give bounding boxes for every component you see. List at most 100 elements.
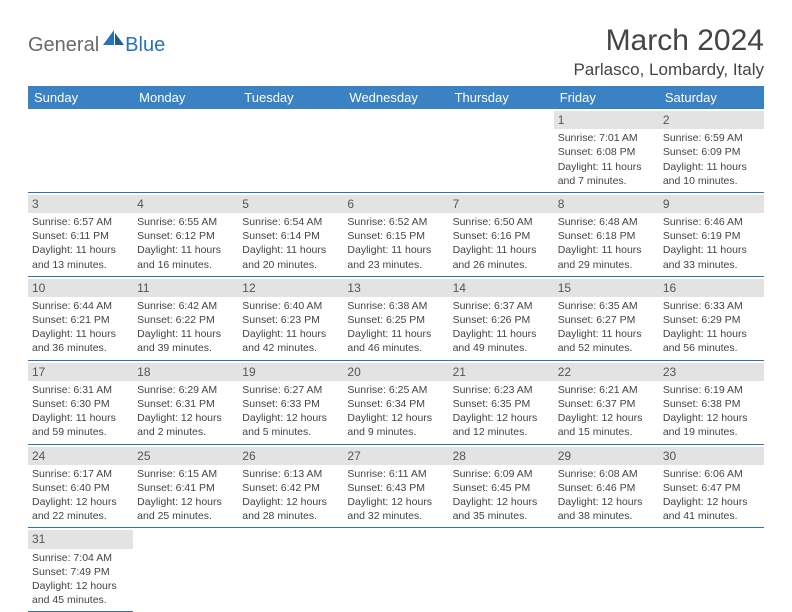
sunset-text: Sunset: 6:43 PM <box>347 481 444 495</box>
daylight-text: Daylight: 12 hours and 41 minutes. <box>663 495 760 523</box>
calendar-cell: 2Sunrise: 6:59 AMSunset: 6:09 PMDaylight… <box>659 109 764 192</box>
calendar-cell <box>554 528 659 612</box>
daylight-text: Daylight: 11 hours and 10 minutes. <box>663 160 760 188</box>
sunrise-text: Sunrise: 6:25 AM <box>347 383 444 397</box>
weekday-header: Friday <box>554 86 659 109</box>
calendar-cell: 15Sunrise: 6:35 AMSunset: 6:27 PMDayligh… <box>554 276 659 360</box>
sunrise-text: Sunrise: 6:42 AM <box>137 299 234 313</box>
sunrise-text: Sunrise: 6:23 AM <box>453 383 550 397</box>
day-number: 10 <box>28 279 133 297</box>
calendar-cell: 23Sunrise: 6:19 AMSunset: 6:38 PMDayligh… <box>659 360 764 444</box>
sunrise-text: Sunrise: 6:52 AM <box>347 215 444 229</box>
daylight-text: Daylight: 12 hours and 28 minutes. <box>242 495 339 523</box>
calendar-cell: 4Sunrise: 6:55 AMSunset: 6:12 PMDaylight… <box>133 192 238 276</box>
calendar-cell: 21Sunrise: 6:23 AMSunset: 6:35 PMDayligh… <box>449 360 554 444</box>
sunrise-text: Sunrise: 6:55 AM <box>137 215 234 229</box>
sunrise-text: Sunrise: 6:46 AM <box>663 215 760 229</box>
sunset-text: Sunset: 6:27 PM <box>558 313 655 327</box>
calendar-cell: 30Sunrise: 6:06 AMSunset: 6:47 PMDayligh… <box>659 444 764 528</box>
daylight-text: Daylight: 11 hours and 16 minutes. <box>137 243 234 271</box>
sunrise-text: Sunrise: 6:19 AM <box>663 383 760 397</box>
daylight-text: Daylight: 12 hours and 25 minutes. <box>137 495 234 523</box>
day-number: 9 <box>659 195 764 213</box>
calendar-cell: 24Sunrise: 6:17 AMSunset: 6:40 PMDayligh… <box>28 444 133 528</box>
day-number: 14 <box>449 279 554 297</box>
calendar-cell: 29Sunrise: 6:08 AMSunset: 6:46 PMDayligh… <box>554 444 659 528</box>
day-number: 7 <box>449 195 554 213</box>
sunrise-text: Sunrise: 6:37 AM <box>453 299 550 313</box>
sunset-text: Sunset: 6:29 PM <box>663 313 760 327</box>
header: General Blue March 2024 Parlasco, Lombar… <box>28 24 764 80</box>
calendar-cell: 22Sunrise: 6:21 AMSunset: 6:37 PMDayligh… <box>554 360 659 444</box>
sunrise-text: Sunrise: 6:13 AM <box>242 467 339 481</box>
calendar-cell: 12Sunrise: 6:40 AMSunset: 6:23 PMDayligh… <box>238 276 343 360</box>
sunrise-text: Sunrise: 6:40 AM <box>242 299 339 313</box>
day-number: 2 <box>659 111 764 129</box>
day-number: 13 <box>343 279 448 297</box>
sunset-text: Sunset: 7:49 PM <box>32 565 129 579</box>
sunset-text: Sunset: 6:33 PM <box>242 397 339 411</box>
logo: General Blue <box>28 30 165 61</box>
weekday-header: Thursday <box>449 86 554 109</box>
calendar-cell: 26Sunrise: 6:13 AMSunset: 6:42 PMDayligh… <box>238 444 343 528</box>
calendar-cell: 17Sunrise: 6:31 AMSunset: 6:30 PMDayligh… <box>28 360 133 444</box>
sunset-text: Sunset: 6:41 PM <box>137 481 234 495</box>
sunset-text: Sunset: 6:22 PM <box>137 313 234 327</box>
day-number: 19 <box>238 363 343 381</box>
daylight-text: Daylight: 12 hours and 35 minutes. <box>453 495 550 523</box>
day-number: 1 <box>554 111 659 129</box>
sunset-text: Sunset: 6:31 PM <box>137 397 234 411</box>
day-number: 21 <box>449 363 554 381</box>
sunrise-text: Sunrise: 6:31 AM <box>32 383 129 397</box>
daylight-text: Daylight: 12 hours and 38 minutes. <box>558 495 655 523</box>
logo-text-blue: Blue <box>125 34 165 57</box>
calendar-row: 10Sunrise: 6:44 AMSunset: 6:21 PMDayligh… <box>28 276 764 360</box>
day-number: 22 <box>554 363 659 381</box>
day-number: 17 <box>28 363 133 381</box>
sunset-text: Sunset: 6:12 PM <box>137 229 234 243</box>
sunset-text: Sunset: 6:16 PM <box>453 229 550 243</box>
calendar-row: 31Sunrise: 7:04 AMSunset: 7:49 PMDayligh… <box>28 528 764 612</box>
calendar-cell: 14Sunrise: 6:37 AMSunset: 6:26 PMDayligh… <box>449 276 554 360</box>
title-block: March 2024 Parlasco, Lombardy, Italy <box>573 24 764 80</box>
sunrise-text: Sunrise: 6:50 AM <box>453 215 550 229</box>
daylight-text: Daylight: 11 hours and 46 minutes. <box>347 327 444 355</box>
sunrise-text: Sunrise: 6:21 AM <box>558 383 655 397</box>
sunset-text: Sunset: 6:26 PM <box>453 313 550 327</box>
calendar-cell: 8Sunrise: 6:48 AMSunset: 6:18 PMDaylight… <box>554 192 659 276</box>
daylight-text: Daylight: 12 hours and 5 minutes. <box>242 411 339 439</box>
day-number: 6 <box>343 195 448 213</box>
calendar-cell <box>449 528 554 612</box>
calendar-cell: 27Sunrise: 6:11 AMSunset: 6:43 PMDayligh… <box>343 444 448 528</box>
calendar-cell: 10Sunrise: 6:44 AMSunset: 6:21 PMDayligh… <box>28 276 133 360</box>
day-number: 3 <box>28 195 133 213</box>
day-number: 5 <box>238 195 343 213</box>
daylight-text: Daylight: 11 hours and 20 minutes. <box>242 243 339 271</box>
sunrise-text: Sunrise: 6:38 AM <box>347 299 444 313</box>
day-number: 16 <box>659 279 764 297</box>
sunrise-text: Sunrise: 6:29 AM <box>137 383 234 397</box>
weekday-header: Sunday <box>28 86 133 109</box>
calendar-cell: 13Sunrise: 6:38 AMSunset: 6:25 PMDayligh… <box>343 276 448 360</box>
sunset-text: Sunset: 6:14 PM <box>242 229 339 243</box>
sunset-text: Sunset: 6:30 PM <box>32 397 129 411</box>
calendar-cell: 11Sunrise: 6:42 AMSunset: 6:22 PMDayligh… <box>133 276 238 360</box>
day-number: 12 <box>238 279 343 297</box>
calendar-cell <box>28 109 133 192</box>
calendar-cell <box>449 109 554 192</box>
calendar-cell: 9Sunrise: 6:46 AMSunset: 6:19 PMDaylight… <box>659 192 764 276</box>
sunrise-text: Sunrise: 7:04 AM <box>32 551 129 565</box>
day-number: 27 <box>343 447 448 465</box>
sunrise-text: Sunrise: 6:48 AM <box>558 215 655 229</box>
calendar-table: Sunday Monday Tuesday Wednesday Thursday… <box>28 86 764 612</box>
sunrise-text: Sunrise: 6:15 AM <box>137 467 234 481</box>
daylight-text: Daylight: 12 hours and 19 minutes. <box>663 411 760 439</box>
day-number: 15 <box>554 279 659 297</box>
daylight-text: Daylight: 11 hours and 42 minutes. <box>242 327 339 355</box>
calendar-cell <box>659 528 764 612</box>
sunset-text: Sunset: 6:09 PM <box>663 145 760 159</box>
calendar-cell: 5Sunrise: 6:54 AMSunset: 6:14 PMDaylight… <box>238 192 343 276</box>
weekday-header: Monday <box>133 86 238 109</box>
day-number: 24 <box>28 447 133 465</box>
sunset-text: Sunset: 6:42 PM <box>242 481 339 495</box>
